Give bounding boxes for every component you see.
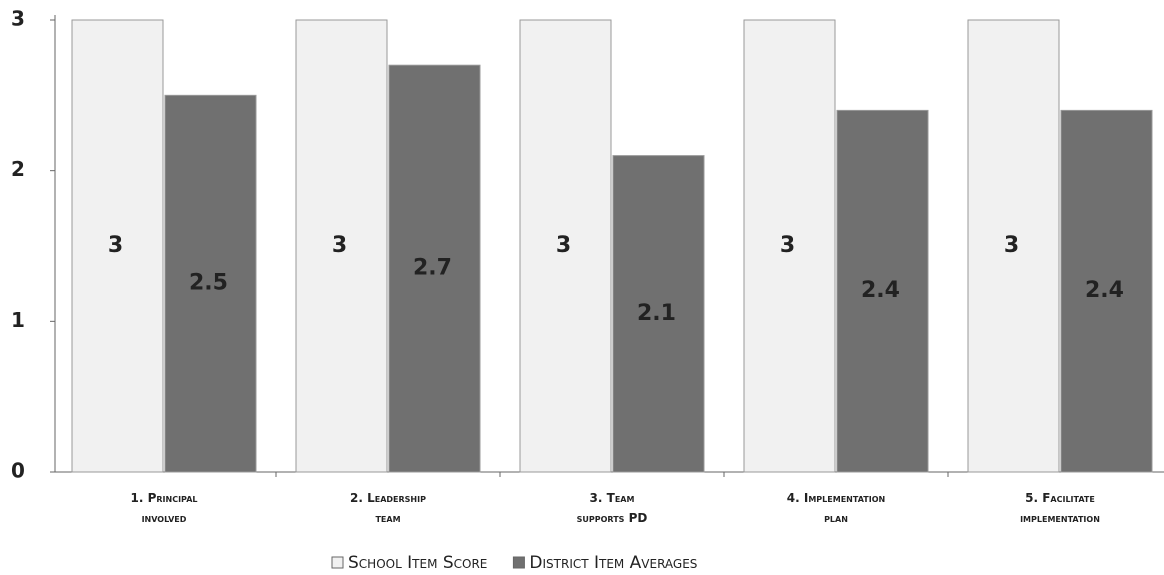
- legend-label: District Item Averages: [529, 553, 697, 573]
- x-tick-label: 3. Team supports PD: [576, 491, 648, 525]
- x-tick-label: 1. Principal involved: [130, 491, 198, 525]
- value-label: 3: [780, 233, 795, 258]
- legend-label: School Item Score: [348, 553, 487, 573]
- bar: [71, 19, 164, 473]
- bar: [836, 109, 929, 473]
- value-label: 3: [556, 233, 571, 258]
- bar: [1060, 109, 1153, 473]
- value-label: 2.1: [637, 301, 676, 326]
- y-tick-label: 2: [11, 157, 25, 181]
- bar: [743, 19, 836, 473]
- bar: [612, 155, 705, 473]
- value-label: 2.7: [413, 256, 452, 281]
- x-tick-label: 4. Implementation plan: [786, 491, 886, 525]
- value-label: 2.4: [1085, 278, 1124, 303]
- x-tick-label: 5. Facilitate implementation: [1020, 491, 1100, 525]
- value-label: 2.4: [861, 278, 900, 303]
- legend-swatch: [512, 556, 525, 569]
- bar: [164, 94, 257, 473]
- y-tick-label: 0: [11, 459, 25, 483]
- y-tick-label: 1: [11, 308, 25, 332]
- value-label: 3: [332, 233, 347, 258]
- legend-swatch: [331, 556, 344, 569]
- bar: [519, 19, 612, 473]
- value-label: 3: [1004, 233, 1019, 258]
- bar: [388, 64, 481, 473]
- x-tick-label: 2. Leadership team: [350, 491, 426, 525]
- bar: [295, 19, 388, 473]
- value-label: 3: [108, 233, 123, 258]
- bar: [967, 19, 1060, 473]
- y-tick-label: 3: [11, 7, 25, 31]
- value-label: 2.5: [189, 271, 228, 296]
